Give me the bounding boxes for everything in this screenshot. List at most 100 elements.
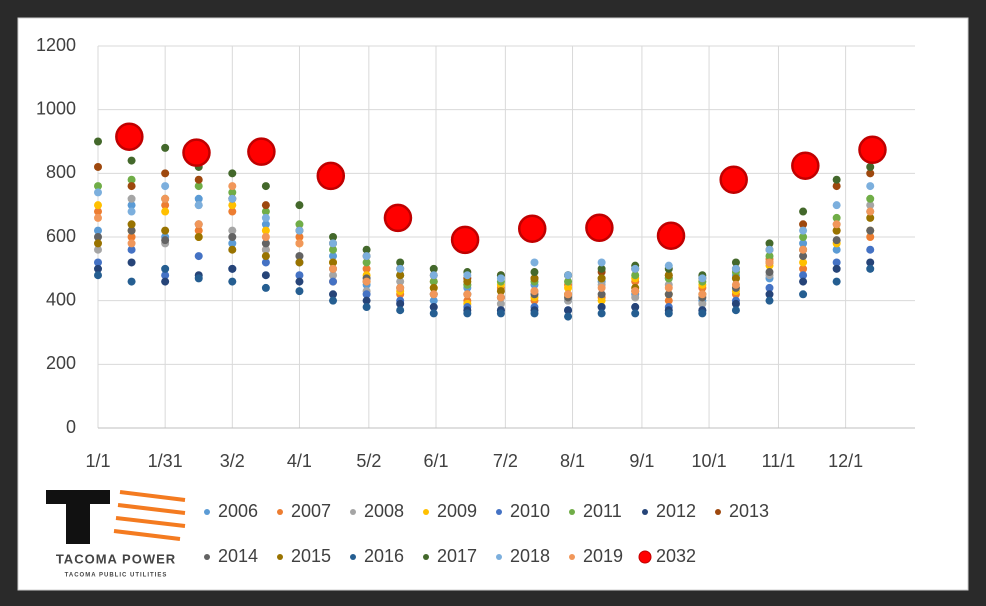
point (362, 258, 371, 267)
x-tick-label: 6/1 (423, 451, 448, 471)
point (429, 309, 438, 318)
point (396, 306, 405, 315)
point (530, 274, 539, 283)
point (530, 268, 539, 277)
point (329, 245, 338, 254)
point (194, 194, 203, 203)
point (463, 277, 472, 286)
y-tick-label: 400 (46, 289, 76, 309)
point (295, 258, 304, 267)
point (597, 296, 606, 305)
legend-label: 2017 (437, 546, 477, 566)
point (765, 290, 774, 299)
point (329, 252, 338, 261)
point (799, 226, 808, 235)
point (94, 245, 102, 254)
point (261, 239, 270, 248)
point (664, 271, 673, 280)
point (261, 271, 270, 280)
point (127, 233, 136, 241)
y-tick-label: 800 (46, 162, 76, 182)
point (429, 296, 438, 305)
point (698, 290, 707, 299)
point (228, 277, 237, 286)
legend-label: 2016 (364, 546, 404, 566)
point (94, 226, 102, 235)
point (429, 277, 438, 286)
point (698, 299, 707, 308)
point (396, 283, 405, 292)
point (429, 271, 438, 280)
legend-label: 2006 (218, 501, 258, 521)
point (194, 252, 203, 261)
point (362, 296, 371, 305)
point (396, 264, 405, 273)
legend-label: 2007 (291, 501, 331, 521)
point (799, 271, 808, 280)
point (127, 245, 136, 254)
point (194, 233, 203, 241)
legend-label: 2009 (437, 501, 477, 521)
point (362, 303, 371, 312)
point (127, 226, 136, 235)
point (261, 207, 270, 216)
point (429, 264, 438, 273)
point (530, 287, 539, 296)
point (664, 283, 673, 292)
point (799, 233, 808, 241)
y-tick-label: 0 (66, 417, 76, 437)
point (664, 290, 673, 299)
marker (182, 138, 211, 167)
point (161, 277, 170, 286)
point (161, 201, 170, 210)
point (597, 258, 606, 267)
point (564, 277, 573, 286)
point (832, 220, 841, 229)
point (832, 213, 841, 222)
point (295, 277, 304, 286)
point (295, 287, 304, 296)
point (799, 220, 808, 229)
point (866, 182, 875, 191)
point (832, 264, 841, 273)
point (496, 287, 505, 296)
point (228, 207, 237, 216)
point (94, 258, 102, 267)
point (564, 271, 573, 280)
point (664, 309, 673, 318)
point (161, 236, 170, 245)
point (228, 169, 237, 178)
point (866, 207, 875, 216)
point (261, 182, 270, 191)
x-tick-label: 1/31 (148, 451, 183, 471)
legend-label: 2019 (583, 546, 623, 566)
point (362, 277, 371, 286)
point (731, 306, 740, 315)
point (161, 207, 170, 216)
point (329, 258, 338, 267)
point (799, 239, 808, 248)
y-tick-label: 1200 (36, 35, 76, 55)
point (429, 303, 438, 312)
point (698, 274, 707, 283)
point (765, 296, 774, 305)
y-tick-label: 200 (46, 353, 76, 373)
point (631, 303, 640, 312)
point (329, 233, 338, 241)
point (564, 283, 573, 292)
point (127, 239, 136, 248)
point (228, 239, 237, 248)
point (161, 143, 170, 152)
legend-marker (496, 554, 502, 560)
legend-label: 2011 (583, 501, 622, 521)
x-tick-label: 7/2 (493, 451, 518, 471)
logo-subtitle: TACOMA PUBLIC UTILITIES (65, 573, 168, 579)
point (261, 213, 270, 222)
point (94, 201, 102, 210)
legend-label: 2008 (364, 501, 404, 521)
point (396, 299, 405, 308)
point (295, 252, 304, 261)
legend-label: 2032 (656, 546, 696, 566)
legend-marker (715, 509, 721, 515)
